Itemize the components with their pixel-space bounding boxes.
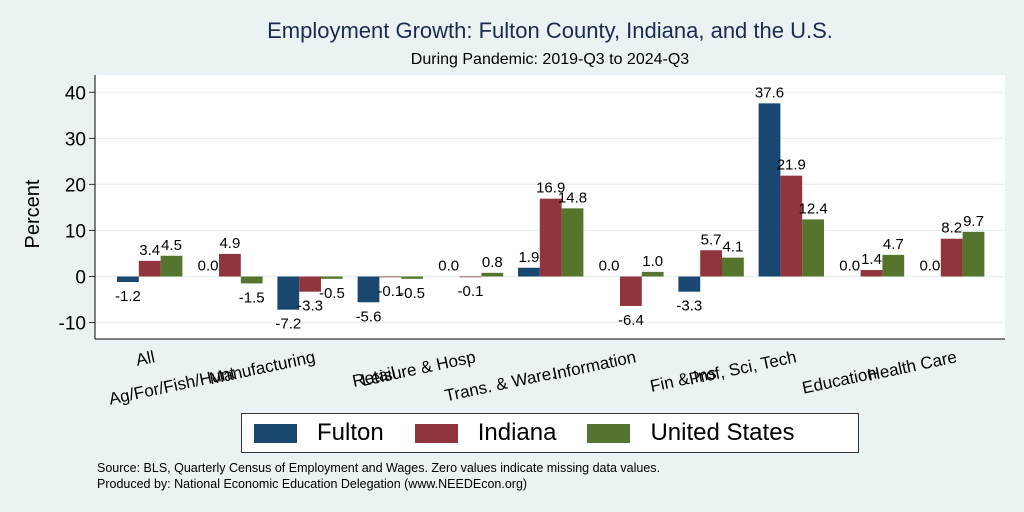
data-label-united-states: 4.1 xyxy=(722,239,743,256)
data-label-indiana: 3.4 xyxy=(139,242,160,259)
bar-fulton xyxy=(357,276,380,303)
legend-label-indiana: Indiana xyxy=(477,419,557,446)
y-tick-label: -10 xyxy=(59,314,86,335)
legend: Fulton Indiana United States xyxy=(241,413,859,453)
data-label-indiana: -0.1 xyxy=(458,283,484,300)
bar-united-states xyxy=(802,219,824,277)
data-label-fulton: 0.0 xyxy=(438,258,459,275)
y-tick-label: 30 xyxy=(65,129,86,150)
data-label-fulton: 0.0 xyxy=(599,258,620,275)
data-label-fulton: -5.6 xyxy=(356,308,382,325)
bar-united-states xyxy=(962,231,985,277)
y-axis-label: Percent xyxy=(22,179,44,248)
data-label-indiana: 8.2 xyxy=(941,220,962,237)
bar-united-states xyxy=(722,257,744,277)
data-label-united-states: 4.7 xyxy=(883,236,904,253)
data-label-indiana: 5.7 xyxy=(701,231,722,248)
produced-by-note: Produced by: National Economic Education… xyxy=(97,477,528,491)
bar-united-states xyxy=(160,255,183,277)
data-label-indiana: -3.3 xyxy=(297,298,323,315)
data-label-united-states: -0.5 xyxy=(319,285,345,302)
chart-notes: Source: BLS, Quarterly Census of Employm… xyxy=(97,460,660,492)
bar-indiana xyxy=(299,276,321,292)
x-tick-label: Information xyxy=(551,347,638,383)
legend-swatch-indiana xyxy=(414,423,458,443)
data-label-fulton: 0.0 xyxy=(198,258,219,275)
bar-indiana xyxy=(620,276,642,306)
data-label-fulton: 37.6 xyxy=(755,84,784,101)
bar-fulton xyxy=(277,276,300,310)
bar-indiana xyxy=(700,250,722,277)
bar-fulton xyxy=(678,276,701,292)
chart-subtitle: During Pandemic: 2019-Q3 to 2024-Q3 xyxy=(410,51,690,68)
data-label-fulton: 0.0 xyxy=(839,258,860,275)
bar-indiana xyxy=(780,175,803,277)
y-tick-label: 10 xyxy=(65,221,86,242)
data-label-indiana: 1.4 xyxy=(861,251,882,268)
y-tick-label: 0 xyxy=(75,268,86,289)
x-tick-label: Manufacturing xyxy=(208,347,317,388)
bar-indiana xyxy=(539,198,562,277)
bar-united-states xyxy=(401,276,423,279)
legend-label-fulton: Fulton xyxy=(317,419,384,446)
source-note: Source: BLS, Quarterly Census of Employm… xyxy=(97,461,661,475)
data-label-indiana: -0.1 xyxy=(377,283,403,300)
y-tick-label: 40 xyxy=(65,83,86,104)
bar-fulton xyxy=(518,267,540,277)
data-label-indiana: 16.9 xyxy=(536,180,565,197)
legend-swatch-united-states xyxy=(587,423,631,443)
data-label-united-states: 4.5 xyxy=(161,237,182,254)
data-label-united-states: -0.5 xyxy=(399,285,425,302)
bar-united-states xyxy=(882,254,905,277)
bar-indiana xyxy=(379,276,402,278)
bar-indiana xyxy=(459,276,482,278)
bar-indiana xyxy=(940,238,963,277)
data-label-united-states: -1.5 xyxy=(239,289,265,306)
bar-united-states xyxy=(481,272,504,277)
bar-united-states xyxy=(641,271,664,277)
y-tick-label: 20 xyxy=(65,175,86,196)
bar-fulton xyxy=(117,276,139,283)
x-tick-label: Trans. & Ware. xyxy=(443,363,558,405)
x-tick-label: All xyxy=(134,347,156,370)
data-label-united-states: 1.0 xyxy=(642,253,663,270)
x-tick-label: Health Care xyxy=(866,347,959,384)
bar-indiana xyxy=(219,253,241,277)
data-label-united-states: 9.7 xyxy=(963,213,984,230)
data-label-fulton: -3.3 xyxy=(676,298,702,315)
data-label-indiana: 4.9 xyxy=(219,235,240,252)
legend-item-indiana: Indiana xyxy=(414,419,557,447)
x-tick-label: Prof, Sci, Tech xyxy=(687,347,798,388)
data-label-indiana: -6.4 xyxy=(618,312,644,329)
bar-united-states xyxy=(561,208,584,277)
data-label-united-states: 14.8 xyxy=(558,189,587,206)
data-label-fulton: 1.9 xyxy=(518,249,539,266)
bar-indiana xyxy=(860,270,883,277)
data-label-fulton: 0.0 xyxy=(919,258,940,275)
bar-fulton xyxy=(758,103,781,277)
legend-swatch-fulton xyxy=(254,423,297,443)
legend-label-united-states: United States xyxy=(650,419,795,446)
legend-item-united-states: United States xyxy=(587,419,795,447)
data-label-indiana: 21.9 xyxy=(777,157,806,174)
bar-indiana xyxy=(138,260,161,277)
legend-item-fulton: Fulton xyxy=(254,419,384,447)
data-label-fulton: -1.2 xyxy=(115,288,141,305)
data-label-united-states: 0.8 xyxy=(482,254,503,271)
bar-united-states xyxy=(321,276,343,279)
data-label-fulton: -7.2 xyxy=(275,316,301,333)
data-label-united-states: 12.4 xyxy=(798,200,827,217)
bar-united-states xyxy=(240,276,263,284)
chart-title: Employment Growth: Fulton County, Indian… xyxy=(267,18,833,43)
